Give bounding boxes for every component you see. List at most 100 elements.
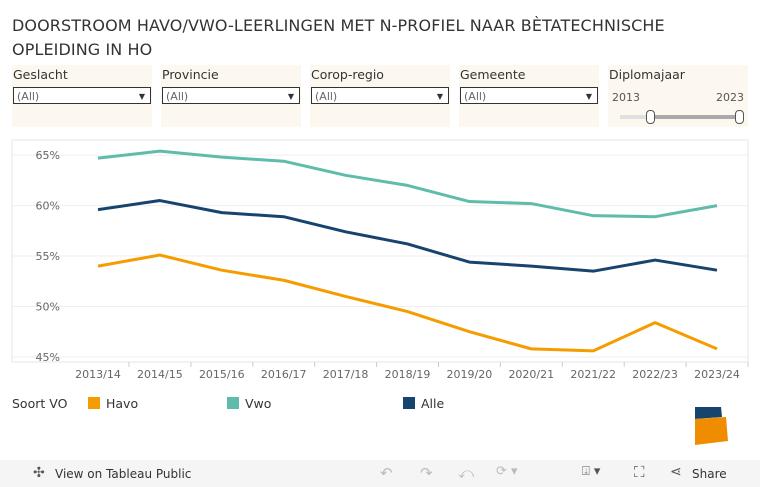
series-line[interactable] xyxy=(97,149,718,219)
data-point[interactable] xyxy=(465,198,473,206)
x-tick-label: 2018/19 xyxy=(385,368,431,381)
tableau-icon: ✣ xyxy=(33,465,45,481)
data-point[interactable] xyxy=(527,262,535,270)
data-point[interactable] xyxy=(713,345,721,353)
x-tick-label: 2014/15 xyxy=(137,368,183,381)
tableau-toolbar: ✣ View on Tableau Public ↶ ↷ ⤺ ⟳ ▾ ⍗ ▾ ⛶… xyxy=(0,460,760,487)
x-tick-label: 2017/18 xyxy=(323,368,369,381)
data-point[interactable] xyxy=(342,228,350,236)
provincie-dropdown[interactable]: (All) ▼ xyxy=(162,87,300,104)
slider-max: 2023 xyxy=(716,91,744,104)
slider-min: 2013 xyxy=(612,91,640,104)
download-icon[interactable]: ⍗ ▾ xyxy=(582,464,601,479)
data-point[interactable] xyxy=(156,251,164,259)
data-point[interactable] xyxy=(94,262,102,270)
chevron-down-icon: ▼ xyxy=(138,92,145,101)
x-tick-label: 2019/20 xyxy=(447,368,493,381)
x-tick-label: 2020/21 xyxy=(508,368,554,381)
y-tick-label: 65% xyxy=(36,149,60,162)
filter-label: Provincie xyxy=(162,67,219,82)
dropdown-value: (All) xyxy=(166,90,189,103)
data-point[interactable] xyxy=(218,209,226,217)
year-slider[interactable] xyxy=(620,110,744,124)
y-tick-label: 55% xyxy=(36,250,60,263)
x-tick-label: 2021/22 xyxy=(570,368,616,381)
chevron-down-icon: ▼ xyxy=(436,92,443,101)
data-point[interactable] xyxy=(465,258,473,266)
view-on-tableau-public-link[interactable]: View on Tableau Public xyxy=(55,467,192,481)
series-vwo xyxy=(94,147,721,221)
data-point[interactable] xyxy=(589,267,597,275)
filter-gemeente: Gemeente (All) ▼ xyxy=(459,65,599,127)
legend-label-havo[interactable]: Havo xyxy=(106,396,139,411)
corop-regio-dropdown[interactable]: (All) ▼ xyxy=(311,87,449,104)
data-point[interactable] xyxy=(465,328,473,336)
dashboard-title: DOORSTROOM HAVO/VWO-LEERLINGEN MET N-PRO… xyxy=(12,16,665,59)
data-point[interactable] xyxy=(404,181,412,189)
share-button[interactable]: Share xyxy=(692,467,727,481)
x-tick-label: 2023/24 xyxy=(694,368,740,381)
filter-geslacht: Geslacht (All) ▼ xyxy=(12,65,152,127)
revert-icon[interactable]: ⤺ xyxy=(458,464,475,482)
legend-swatch-alle[interactable] xyxy=(403,397,415,409)
data-point[interactable] xyxy=(404,308,412,316)
x-tick-label: 2013/14 xyxy=(75,368,121,381)
y-tick-label: 60% xyxy=(36,200,60,213)
y-tick-label: 45% xyxy=(36,351,60,364)
data-point[interactable] xyxy=(404,240,412,248)
data-point[interactable] xyxy=(218,266,226,274)
data-point[interactable] xyxy=(280,157,288,165)
geslacht-dropdown[interactable]: (All) ▼ xyxy=(13,87,151,104)
data-point[interactable] xyxy=(280,213,288,221)
data-point[interactable] xyxy=(94,206,102,214)
dropdown-value: (All) xyxy=(464,90,487,103)
legend-label-vwo[interactable]: Vwo xyxy=(245,396,272,411)
dropdown-value: (All) xyxy=(17,90,40,103)
data-point[interactable] xyxy=(527,345,535,353)
data-point[interactable] xyxy=(218,153,226,161)
line-chart: 45% 50% 55% 60% 65% 2013/14 2014/15 2015/16 2016… xyxy=(11,139,749,381)
filter-label: Geslacht xyxy=(13,67,68,82)
data-point[interactable] xyxy=(527,200,535,208)
data-point[interactable] xyxy=(651,213,659,221)
data-point[interactable] xyxy=(280,276,288,284)
filter-label: Diplomajaar xyxy=(609,67,685,82)
filter-label: Corop-regio xyxy=(311,67,384,82)
series-alle xyxy=(94,197,721,275)
series-havo xyxy=(94,251,721,355)
chevron-down-icon: ▼ xyxy=(287,92,294,101)
data-point[interactable] xyxy=(589,347,597,355)
filter-diplomajaar: Diplomajaar 2013 2023 xyxy=(608,65,748,127)
series-line[interactable] xyxy=(97,253,718,353)
legend-title: Soort VO xyxy=(12,396,68,411)
filter-label: Gemeente xyxy=(460,67,526,82)
slider-handle-max[interactable] xyxy=(735,110,744,124)
data-point[interactable] xyxy=(651,256,659,264)
data-point[interactable] xyxy=(156,197,164,205)
legend-swatch-havo[interactable] xyxy=(88,397,100,409)
filter-corop-regio: Corop-regio (All) ▼ xyxy=(310,65,450,127)
undo-icon[interactable]: ↶ xyxy=(380,464,393,482)
data-point[interactable] xyxy=(651,319,659,327)
plot-area xyxy=(11,139,749,363)
slider-handle-min[interactable] xyxy=(646,110,655,124)
y-tick-label: 50% xyxy=(36,301,60,314)
filter-provincie: Provincie (All) ▼ xyxy=(161,65,301,127)
legend-swatch-vwo[interactable] xyxy=(227,397,239,409)
data-point[interactable] xyxy=(342,292,350,300)
data-point[interactable] xyxy=(713,202,721,210)
fullscreen-icon[interactable]: ⛶ xyxy=(634,463,645,481)
legend-label-alle[interactable]: Alle xyxy=(421,396,445,411)
redo-icon[interactable]: ↷ xyxy=(420,464,433,482)
data-point[interactable] xyxy=(156,147,164,155)
data-point[interactable] xyxy=(94,154,102,162)
dropdown-value: (All) xyxy=(315,90,338,103)
gemeente-dropdown[interactable]: (All) ▼ xyxy=(460,87,598,104)
series-line[interactable] xyxy=(97,199,718,273)
data-point[interactable] xyxy=(589,212,597,220)
data-point[interactable] xyxy=(713,266,721,274)
data-point[interactable] xyxy=(342,171,350,179)
refresh-icon[interactable]: ⟳ ▾ xyxy=(496,464,518,479)
x-tick-label: 2015/16 xyxy=(199,368,245,381)
share-icon[interactable]: ⋖ xyxy=(670,464,682,480)
